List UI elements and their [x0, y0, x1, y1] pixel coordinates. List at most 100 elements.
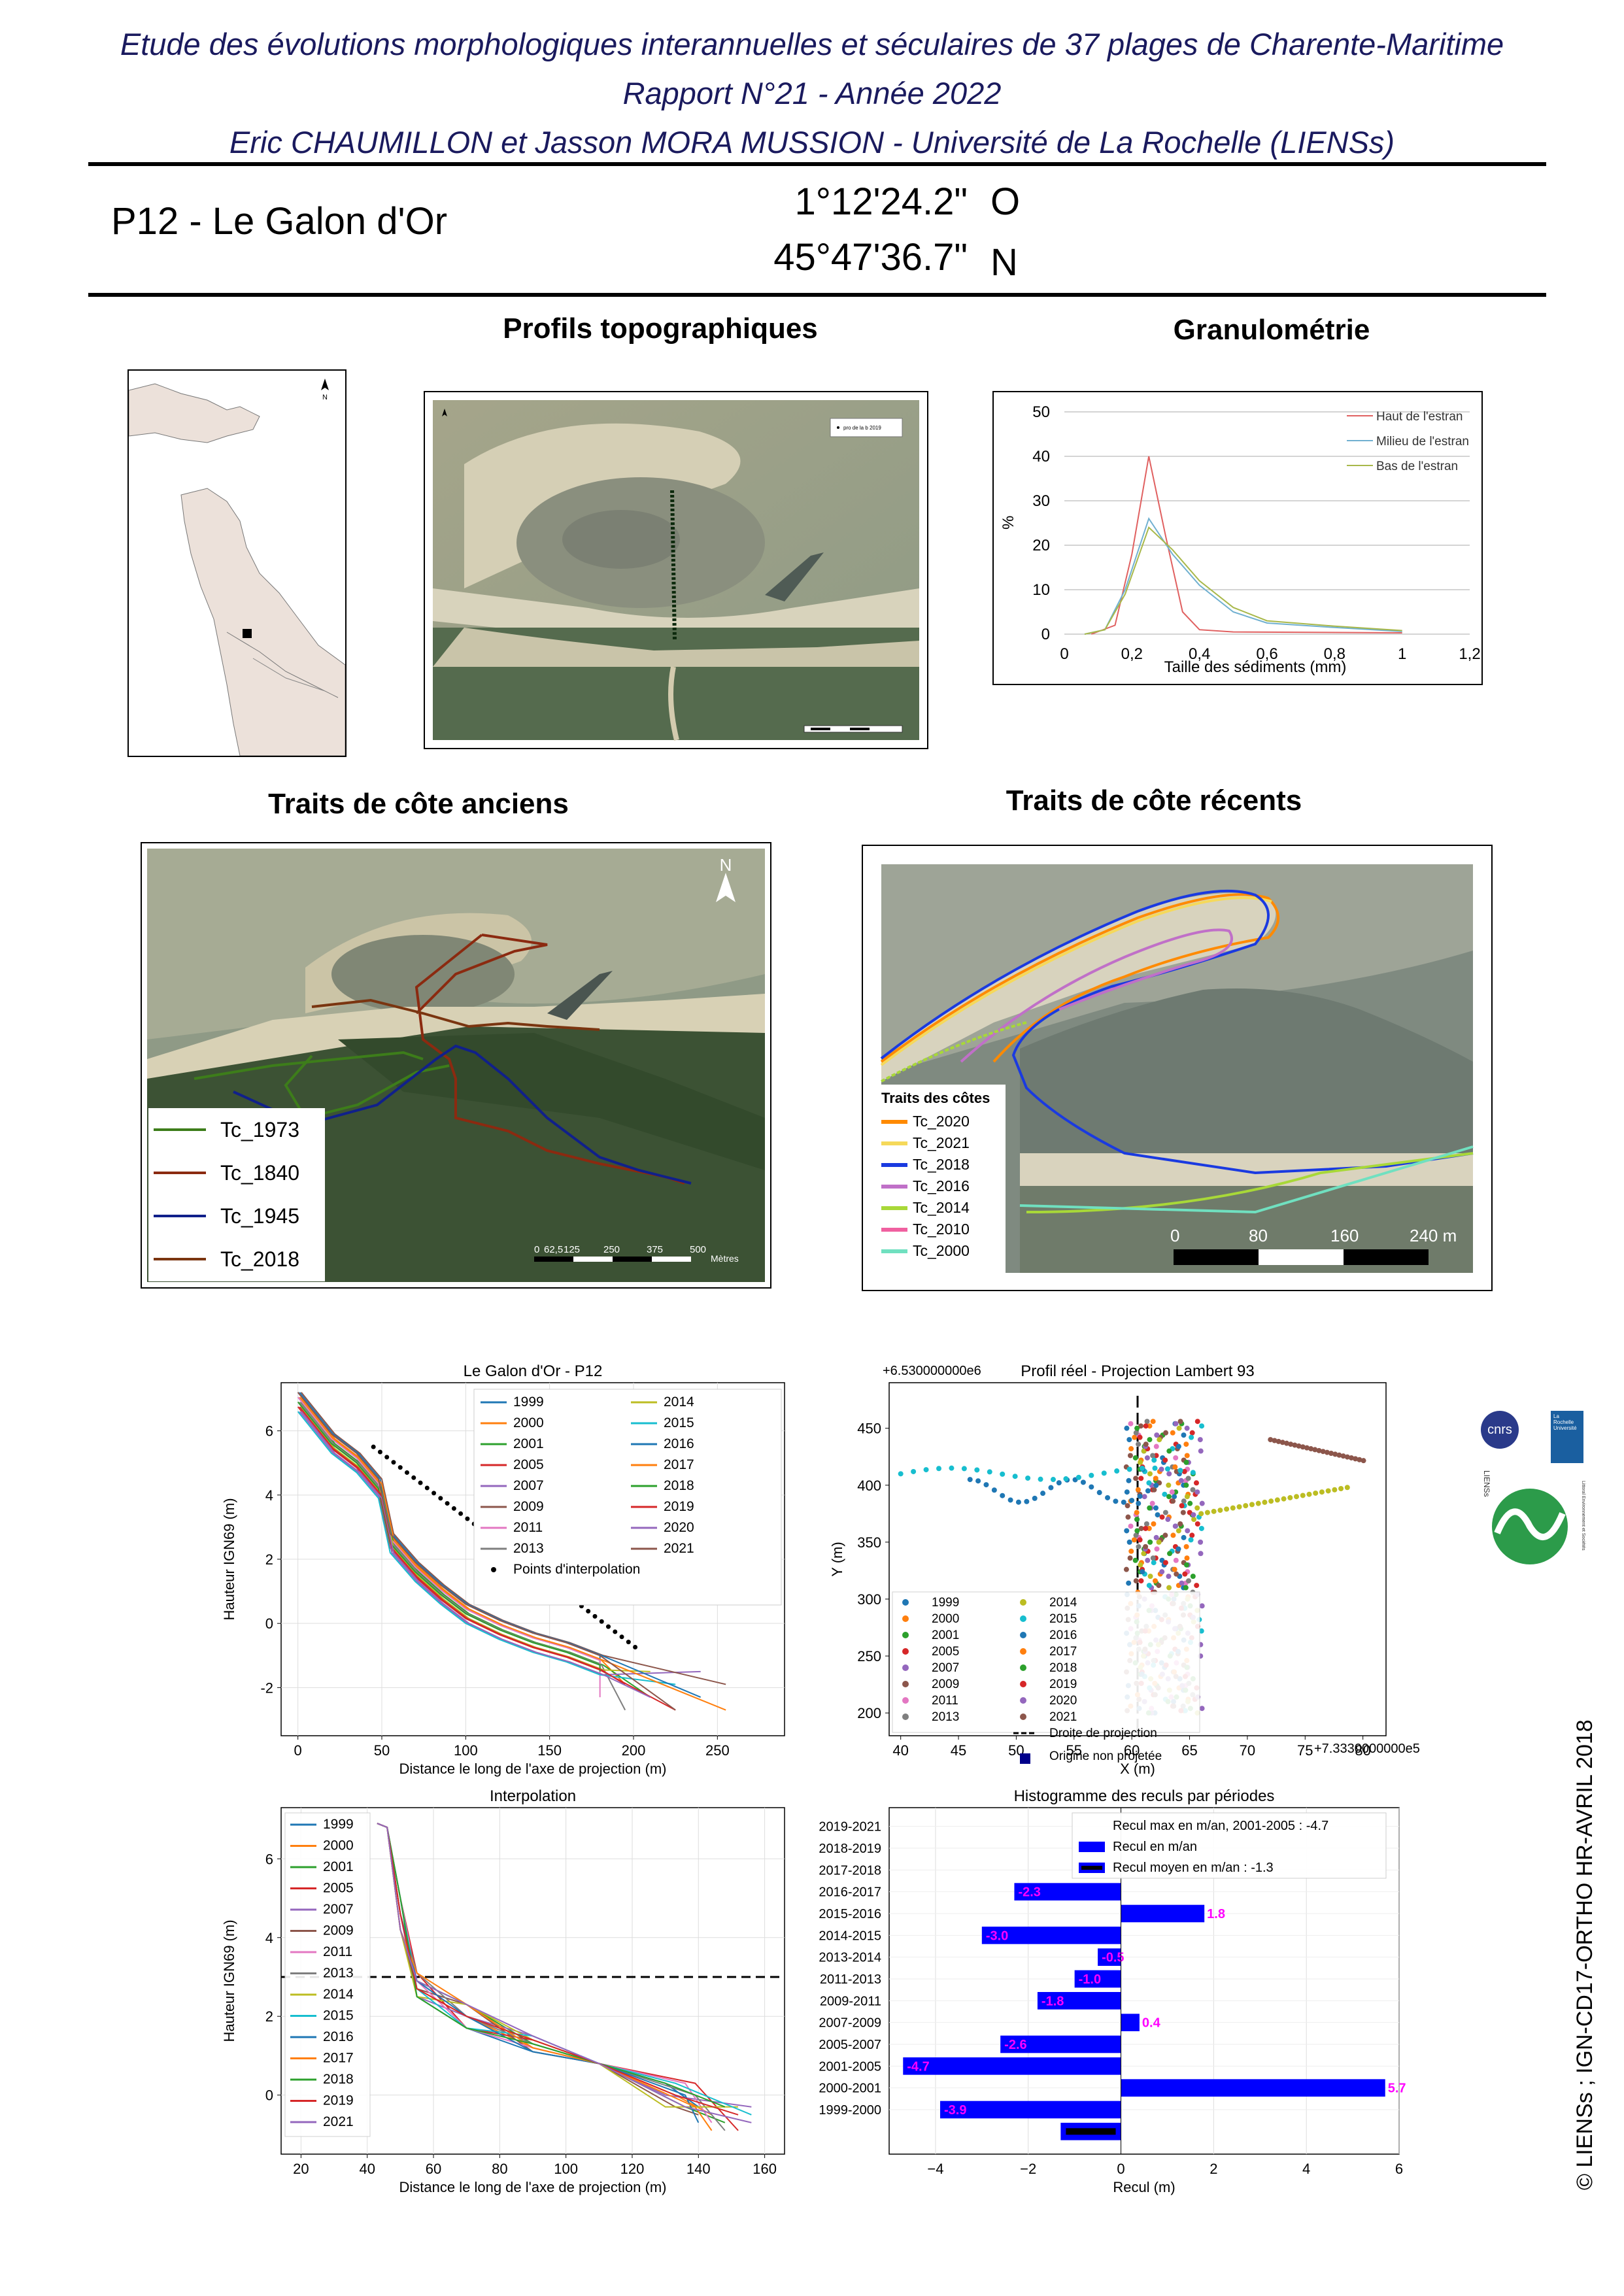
projection-point — [1189, 1532, 1195, 1538]
histogram-bar-label: -2.6 — [1004, 2038, 1026, 2052]
plot-ylabel: Y (m) — [829, 1542, 845, 1576]
histogram-category-label: 2013-2014 — [819, 1951, 881, 1965]
profiles-legend-label: 2015 — [664, 1415, 694, 1430]
plot-ytick-label: 4 — [265, 1487, 273, 1504]
projection-point — [1184, 1555, 1190, 1561]
projection-point — [1143, 1525, 1149, 1531]
projection-point — [1181, 1432, 1187, 1438]
interpolation-series-line — [377, 1823, 713, 2123]
projection-point — [1147, 1423, 1153, 1429]
projection-point — [1320, 1449, 1326, 1455]
profile-series-line — [297, 1411, 676, 1685]
plot-title: Profil réel - Projection Lambert 93 — [1021, 1362, 1255, 1380]
projection-point — [1190, 1470, 1196, 1476]
projection-point — [1183, 1544, 1189, 1549]
projection-legend-label: 2001 — [932, 1629, 959, 1642]
cnrs-logo: cnrs — [1481, 1411, 1519, 1449]
histogram-mean-marker — [1066, 2128, 1116, 2135]
lr-logo: La Rochelle Université — [1551, 1411, 1583, 1463]
projection-point — [1268, 1437, 1274, 1443]
plot-ytick-label: 200 — [857, 1705, 881, 1721]
projection-point — [1186, 1578, 1192, 1584]
interpolation-point — [391, 1460, 396, 1465]
projection-point — [1183, 1442, 1189, 1447]
projection-point — [1180, 1510, 1186, 1515]
report-title: Etude des évolutions morphologiques inte… — [120, 27, 1504, 61]
plot-ytick-label: 0 — [265, 2087, 273, 2104]
projection-legend-origin-swatch — [1020, 1753, 1030, 1764]
projection-point — [1328, 1451, 1334, 1456]
histogram-category-label: 2011-2013 — [820, 1972, 881, 1987]
projection-point — [1179, 1580, 1185, 1586]
projection-point — [1015, 1499, 1021, 1505]
interp-legend-label: 2018 — [323, 2072, 354, 2087]
projection-point — [1147, 1437, 1153, 1443]
projection-point — [1194, 1489, 1200, 1495]
interpolation-point — [424, 1485, 430, 1491]
plot-xtick-label: 70 — [1240, 1742, 1255, 1759]
projection-point — [1166, 1448, 1172, 1454]
projection-point — [1172, 1523, 1178, 1529]
projection-legend-swatch — [902, 1714, 909, 1720]
projection-point — [1197, 1437, 1203, 1443]
plot-xtick-label: 150 — [537, 1742, 562, 1759]
projection-point — [1153, 1443, 1159, 1449]
histogram-category-label: 2009-2011 — [820, 1994, 881, 2008]
projection-point — [1296, 1443, 1302, 1449]
projection-point — [1134, 1510, 1140, 1515]
interp-legend-label: 2015 — [323, 2008, 354, 2023]
granulo-series-line — [1084, 526, 1402, 635]
granulo-ytick: 0 — [1041, 626, 1050, 643]
plot-xtick-label: 80 — [492, 2161, 507, 2177]
projection-point — [1147, 1471, 1153, 1477]
histogram-legend-label: Recul en m/an — [1113, 1840, 1197, 1854]
plot-ytick-label: 4 — [265, 1930, 273, 1946]
site-latitude: 45°47'36.7" — [773, 236, 968, 279]
projection-point — [1199, 1423, 1205, 1429]
projection-point — [1040, 1491, 1046, 1496]
projection-point — [1177, 1419, 1183, 1425]
projection-point — [1198, 1551, 1204, 1557]
profiles-legend-label: 2000 — [513, 1415, 544, 1430]
projection-point — [1144, 1455, 1150, 1460]
histogram-bar-label: 0.4 — [1142, 2016, 1161, 2031]
projection-point — [1143, 1521, 1149, 1527]
granulo-legend-label: Haut de l'estran — [1376, 410, 1463, 424]
plot-ytick-label: 300 — [857, 1591, 881, 1608]
projection-point — [1230, 1505, 1236, 1511]
plot-xtick-label: 2 — [1210, 2161, 1217, 2177]
projection-point — [1137, 1537, 1143, 1543]
projection-point — [1063, 1476, 1069, 1482]
plot-ytick-label: 0 — [265, 1615, 273, 1632]
interp-legend-label: 2011 — [323, 1944, 352, 1959]
projection-point — [1164, 1466, 1170, 1472]
plot-xtick-label: 40 — [359, 2161, 375, 2177]
projection-point — [1038, 1476, 1043, 1482]
projection-point — [1353, 1456, 1359, 1462]
projection-point — [1137, 1434, 1143, 1440]
projection-point — [1188, 1537, 1194, 1543]
projection-point — [1300, 1444, 1306, 1450]
projection-point — [1338, 1486, 1344, 1491]
projection-point — [1133, 1430, 1139, 1436]
projection-chart: Profil réel - Projection Lambert 93 40 45 5… — [829, 1362, 1420, 1777]
projection-point — [1162, 1532, 1168, 1538]
projection-point — [1126, 1437, 1132, 1443]
projection-point — [1183, 1482, 1189, 1488]
plot-ytick-label: 250 — [857, 1648, 881, 1664]
projection-point — [1133, 1532, 1139, 1538]
projection-point — [1194, 1505, 1200, 1511]
projection-point — [1124, 1425, 1130, 1431]
locator-map: N — [127, 369, 347, 757]
projection-point — [1162, 1510, 1168, 1515]
projection-point — [1174, 1571, 1179, 1577]
plot-xlabel: Distance le long de l'axe de projection … — [399, 1761, 667, 1777]
projection-point — [1294, 1494, 1300, 1500]
projection-legend-label: 2017 — [1049, 1645, 1077, 1659]
projection-point — [1281, 1496, 1287, 1502]
projection-point — [1184, 1494, 1190, 1500]
histogram-chart: Histogramme des reculs par périodes −4 −2 0… — [819, 1787, 1406, 2195]
interpolation-series-line — [377, 1823, 739, 2108]
projection-point — [1132, 1455, 1138, 1460]
projection-legend-swatch — [902, 1648, 909, 1655]
